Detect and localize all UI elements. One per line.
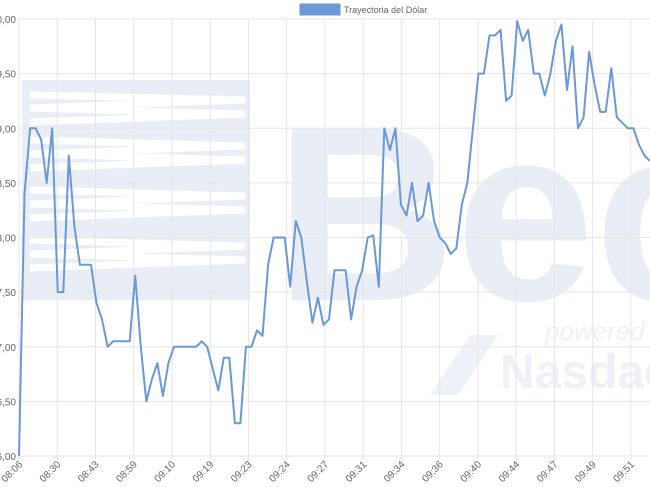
legend-label: Trayectoria del Dólar (344, 5, 427, 15)
x-tick-label: 09:47 (535, 459, 561, 485)
y-axis-ticks: 6,00 6,50 7,00 7,50 8,00 8,50 9,00 9,50 0,00 (0, 15, 16, 463)
x-tick-label: 09:34 (382, 459, 408, 485)
y-tick-label: 9,50 (0, 70, 16, 81)
x-tick-label: 09:10 (153, 459, 179, 485)
x-tick-label: 08:30 (38, 459, 64, 485)
x-tick-label: 08:59 (114, 459, 140, 485)
legend-swatch (299, 3, 341, 16)
x-tick-label: 08:43 (76, 459, 102, 485)
y-tick-label: 6,00 (0, 452, 16, 463)
series-line (18, 20, 650, 457)
legend: Trayectoria del Dólar (299, 3, 427, 16)
y-tick-label: 8,50 (0, 179, 16, 190)
x-tick-label: 09:36 (420, 459, 446, 485)
watermark-logo: Bec powered by Nasdac (22, 74, 650, 399)
x-tick-label: 09:40 (459, 459, 485, 485)
watermark-brand: Bec (275, 74, 650, 353)
x-tick-label: 09:31 (344, 459, 370, 485)
y-tick-label: 6,50 (0, 397, 16, 408)
watermark-tagline: powered by (544, 316, 650, 346)
grid-lines (18, 18, 650, 460)
watermark-flag-stripes (29, 91, 246, 272)
watermark-nasdaq-icon (430, 335, 498, 395)
y-tick-label: 9,00 (0, 124, 16, 135)
x-tick-label: 09:49 (573, 459, 599, 485)
x-tick-label: 09:24 (267, 459, 293, 485)
x-tick-label: 09:27 (306, 459, 332, 485)
x-tick-label: 09:51 (612, 459, 638, 485)
x-tick-label: 09:19 (191, 459, 217, 485)
watermark-partner: Nasdac (500, 346, 650, 399)
y-tick-label: 7,00 (0, 343, 16, 354)
x-tick-label: 09:44 (497, 459, 523, 485)
x-tick-label: 09:23 (229, 459, 255, 485)
y-tick-label: 7,50 (0, 288, 16, 299)
y-tick-label: 0,00 (0, 15, 16, 26)
y-tick-label: 8,00 (0, 234, 16, 245)
x-axis-ticks: 08:06 08:30 08:43 08:59 09:10 09:19 09:23 09:24… (0, 459, 637, 485)
